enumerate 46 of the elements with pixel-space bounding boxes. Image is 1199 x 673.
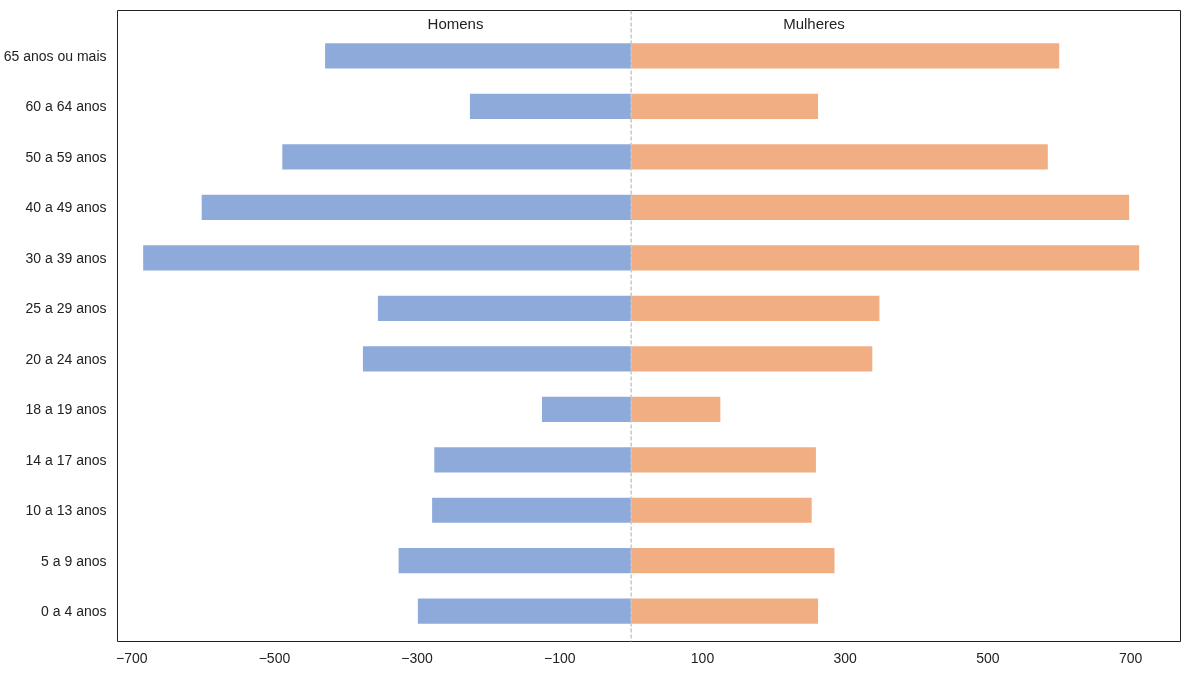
y-tick-label: 0 a 4 anos — [41, 603, 107, 620]
y-tick-label: 14 a 17 anos — [25, 451, 107, 468]
y-tick-label: 60 a 64 anos — [25, 98, 107, 115]
x-tick-label: 500 — [976, 649, 1000, 666]
bar — [325, 43, 632, 69]
bar — [432, 497, 632, 523]
bar — [631, 346, 873, 372]
series-label: Homens — [427, 14, 484, 32]
bar — [362, 346, 632, 372]
bar — [631, 194, 1130, 220]
x-tick-label: −700 — [116, 649, 148, 666]
bar — [201, 194, 632, 220]
bar — [282, 144, 632, 170]
y-tick-label: 50 a 59 anos — [25, 148, 107, 165]
x-tick-label: 300 — [833, 649, 858, 666]
series-label: Mulheres — [783, 14, 845, 32]
bar — [541, 396, 632, 422]
bar — [631, 447, 816, 473]
bar — [631, 93, 819, 120]
y-tick-label: 30 a 39 anos — [25, 249, 107, 266]
bar — [377, 295, 632, 321]
bar — [631, 497, 812, 523]
y-tick-label: 20 a 24 anos — [25, 350, 107, 367]
bar — [143, 245, 632, 271]
y-tick-label: 10 a 13 anos — [25, 502, 107, 519]
y-tick-label: 65 anos ou mais — [3, 47, 107, 64]
x-tick-label: 700 — [1118, 649, 1143, 666]
y-tick-label: 18 a 19 anos — [25, 401, 107, 418]
x-tick-label: −300 — [401, 649, 434, 666]
bar — [434, 447, 632, 473]
bar — [631, 144, 1048, 170]
bar — [631, 598, 819, 624]
bar — [417, 598, 632, 624]
x-tick-label: 100 — [690, 649, 715, 666]
bar — [631, 548, 835, 574]
x-tick-label: −500 — [258, 649, 291, 666]
y-tick-label: 25 a 29 anos — [25, 300, 107, 317]
bar — [631, 245, 1140, 271]
bar — [631, 396, 721, 422]
bar — [631, 43, 1060, 69]
bar — [631, 295, 880, 321]
x-tick-label: −100 — [544, 649, 576, 666]
bar — [398, 548, 632, 574]
y-tick-label: 5 a 9 anos — [41, 552, 107, 569]
bar — [469, 93, 632, 120]
y-tick-label: 40 a 49 anos — [25, 199, 107, 216]
